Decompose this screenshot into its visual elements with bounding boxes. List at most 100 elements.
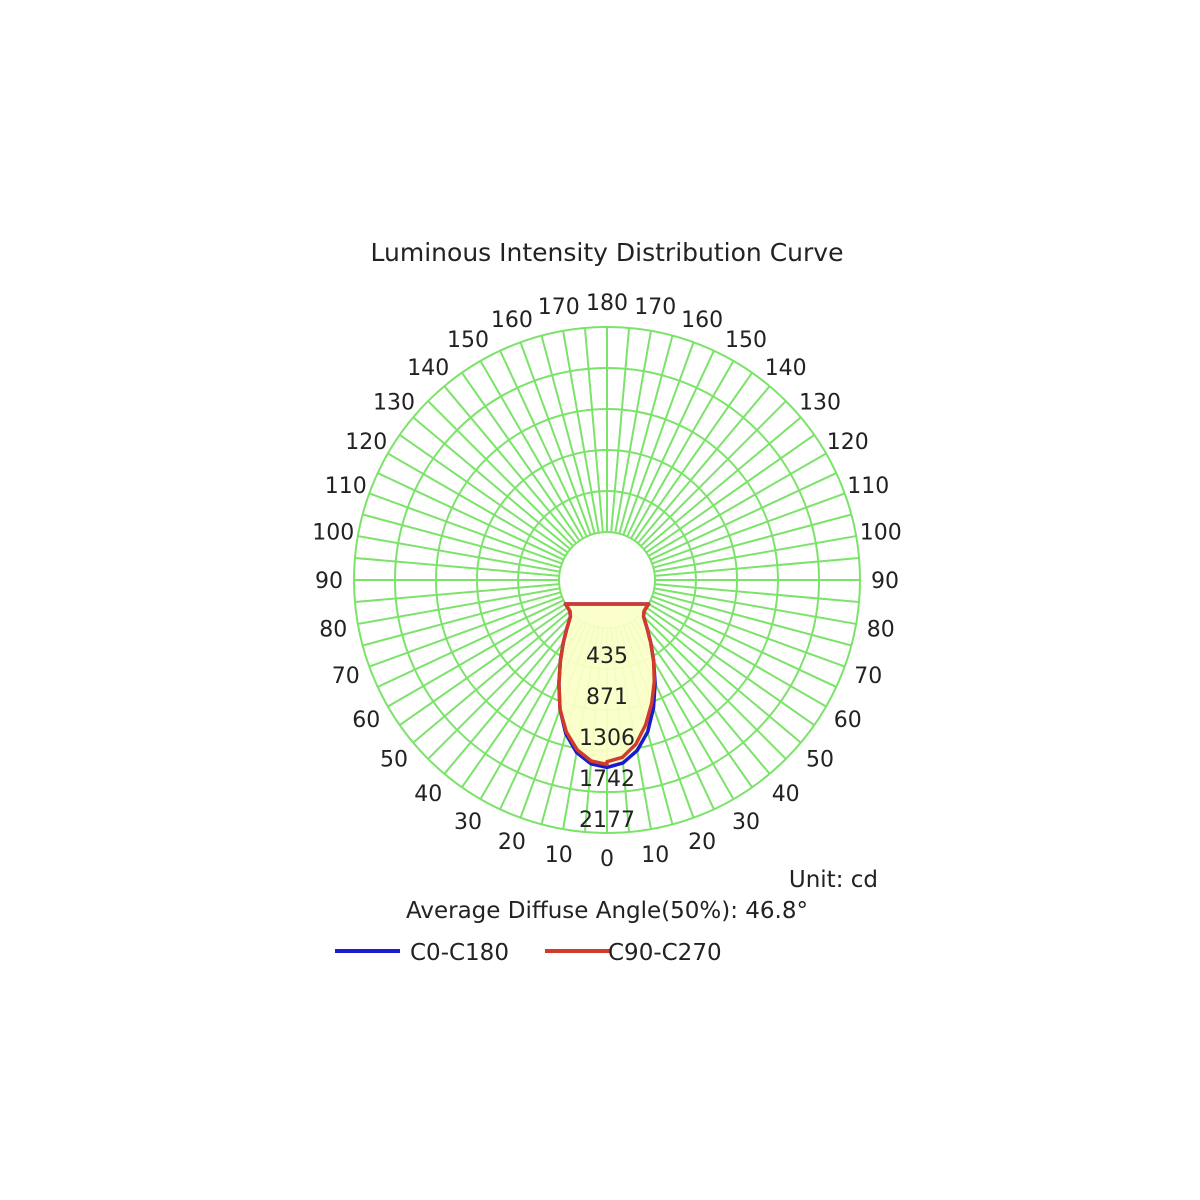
- grid-spoke: [387, 603, 566, 708]
- angle-label: 110: [847, 474, 889, 499]
- angle-label: 10: [641, 843, 669, 868]
- angle-label: 80: [867, 617, 895, 642]
- legend-label-c0: C0-C180: [410, 940, 509, 966]
- grid-spoke: [583, 327, 604, 533]
- angle-label: 50: [806, 748, 834, 773]
- grid-spoke: [622, 341, 695, 536]
- angle-label: 50: [380, 748, 408, 773]
- angle-label: 90: [871, 569, 899, 594]
- diffuse-angle-label: Average Diffuse Angle(50%): 46.8°: [406, 898, 808, 924]
- angle-label: 30: [732, 810, 760, 835]
- grid-spoke: [645, 434, 815, 554]
- angle-label: 40: [772, 782, 800, 807]
- angle-label: 100: [860, 521, 902, 546]
- grid-spoke: [640, 400, 787, 547]
- radial-tick-label: 1306: [579, 726, 635, 751]
- grid-spoke: [461, 372, 581, 542]
- angle-label: 140: [765, 356, 807, 381]
- grid-spoke: [427, 613, 574, 760]
- grid-spoke: [399, 606, 569, 726]
- grid-spoke: [354, 583, 560, 604]
- grid-spoke: [387, 452, 566, 557]
- grid-spoke: [354, 556, 560, 577]
- angle-label: 160: [681, 308, 723, 333]
- radial-tick-label: 2177: [579, 808, 635, 833]
- curve-fill-1: [558, 604, 655, 765]
- grid-spoke: [643, 416, 802, 550]
- grid-spoke: [645, 606, 815, 726]
- grid-spoke: [648, 603, 827, 708]
- radial-tick-label: 871: [586, 685, 628, 710]
- series-curve-1: [557, 602, 657, 767]
- radial-tick-label: 435: [586, 644, 628, 669]
- grid-spoke: [653, 591, 852, 647]
- grid-spoke: [479, 360, 584, 539]
- angle-label: 70: [854, 664, 882, 689]
- grid-spoke: [443, 616, 577, 775]
- radial-tick-label: 1742: [579, 767, 635, 792]
- grid-spoke: [357, 535, 560, 573]
- grid-spoke: [618, 335, 674, 534]
- grid-spoke: [368, 492, 563, 565]
- grid-spoke: [633, 372, 753, 542]
- angle-label: 20: [498, 830, 526, 855]
- radial-tick-labels: 435 871 1306 1742 2177: [579, 644, 635, 833]
- chart-title: Luminous Intensity Distribution Curve: [371, 238, 844, 267]
- angle-label: 110: [325, 474, 367, 499]
- grid-spoke: [637, 616, 771, 775]
- grid-spoke: [399, 434, 569, 554]
- angle-label: 70: [332, 664, 360, 689]
- grid-spoke: [648, 452, 827, 557]
- angle-label: 30: [454, 810, 482, 835]
- angle-label: 150: [725, 328, 767, 353]
- grid-spoke: [654, 587, 857, 625]
- angle-label: 180: [586, 291, 628, 316]
- angle-label: 130: [799, 390, 841, 415]
- grid-spoke: [461, 618, 581, 788]
- grid-spoke: [654, 583, 860, 604]
- legend-label-c90: C90-C270: [608, 940, 722, 966]
- unit-label: Unit: cd: [789, 867, 878, 893]
- grid-spoke: [637, 385, 771, 544]
- curve-fills: [558, 604, 656, 768]
- grid-spoke: [377, 472, 564, 561]
- angle-label: 40: [414, 782, 442, 807]
- grid-spoke: [643, 610, 802, 744]
- grid-spoke: [362, 513, 561, 569]
- grid-spoke: [357, 587, 560, 625]
- grid-spoke: [651, 595, 846, 668]
- angle-label: 80: [319, 617, 347, 642]
- grid-spoke: [651, 492, 846, 565]
- grid-spoke: [562, 330, 600, 533]
- grid-spoke: [640, 613, 787, 760]
- grid-spoke: [614, 330, 652, 533]
- angle-label: 120: [827, 430, 869, 455]
- series-curves: [557, 602, 657, 770]
- grid-spoke: [427, 400, 574, 547]
- grid-spoke: [650, 599, 837, 688]
- grid-spoke: [654, 556, 860, 577]
- grid-spoke: [443, 385, 577, 544]
- grid-spoke: [653, 513, 852, 569]
- grid-spoke: [650, 472, 837, 561]
- angle-label: 150: [447, 328, 489, 353]
- grid-spoke: [368, 595, 563, 668]
- angle-label: 160: [491, 308, 533, 333]
- angle-label: 100: [312, 521, 354, 546]
- angle-label: 90: [315, 569, 343, 594]
- grid-spoke: [540, 335, 596, 534]
- grid-spoke: [499, 350, 588, 537]
- grid-spoke: [630, 360, 735, 539]
- grid-spoke: [362, 591, 561, 647]
- angle-label: 170: [634, 295, 676, 320]
- legend: C0-C180 C90-C270: [335, 940, 722, 966]
- angle-label: 140: [407, 356, 449, 381]
- grid-spoke: [377, 599, 564, 688]
- angle-label: 10: [545, 843, 573, 868]
- angle-label: 20: [688, 830, 716, 855]
- angle-label: 60: [834, 708, 862, 733]
- angle-label: 130: [373, 390, 415, 415]
- angle-label: 0: [600, 847, 614, 872]
- grid-spoke: [412, 610, 571, 744]
